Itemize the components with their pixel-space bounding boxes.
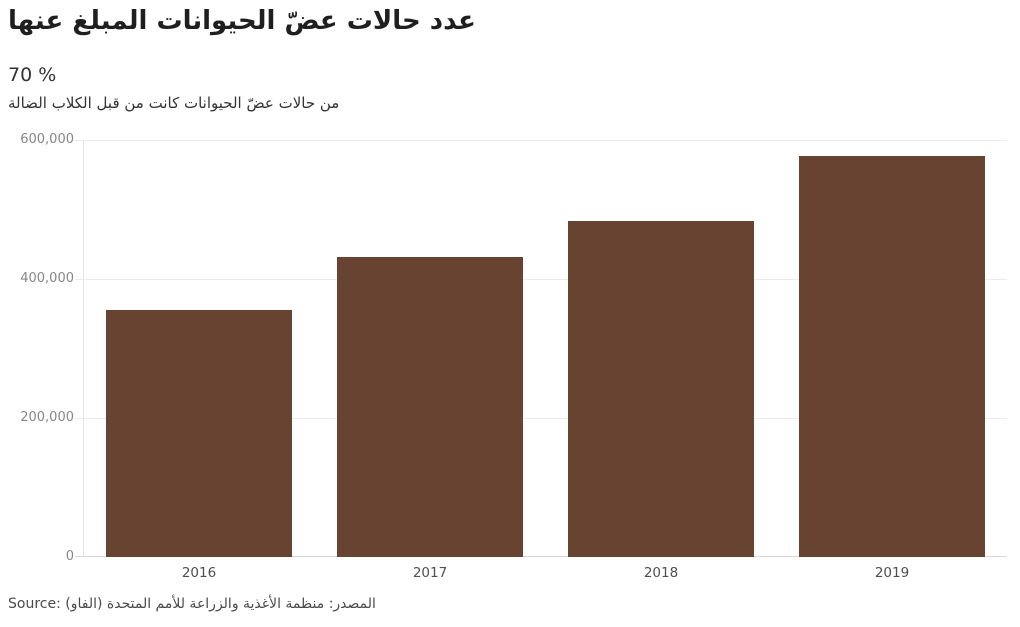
- bar-2017: [337, 257, 523, 557]
- plot-area: [75, 140, 1007, 557]
- bar-2016: [106, 310, 292, 557]
- y-tick-label: 600,000: [20, 132, 74, 147]
- source-note: Source: المصدر: منظمة الأغذية والزراعة ل…: [8, 596, 376, 612]
- bar-2018: [568, 221, 754, 557]
- gridline: [75, 418, 1007, 419]
- x-axis-baseline: [75, 556, 1007, 557]
- big-number: 70 %: [8, 64, 57, 86]
- x-tick-label: 2016: [181, 565, 217, 581]
- gridline: [75, 279, 1007, 280]
- y-axis-labels: 0 200,000 400,000 600,000: [8, 132, 74, 564]
- y-tick-label: 400,000: [20, 271, 74, 286]
- y-tick-label: 200,000: [20, 410, 74, 425]
- gridline: [75, 140, 1007, 141]
- x-tick-label: 2019: [874, 565, 910, 581]
- x-tick-label: 2017: [412, 565, 448, 581]
- y-tick-label: 0: [65, 549, 74, 564]
- chart-title: عدد حالات عضّ الحيوانات المبلغ عنها: [8, 6, 476, 36]
- chart-description: من حالات عضّ الحيوانات كانت من قبل الكلا…: [8, 94, 340, 112]
- x-tick-label: 2018: [643, 565, 679, 581]
- y-axis-line: [83, 140, 84, 557]
- x-axis-labels: 2016 2017 2018 2019: [83, 565, 1007, 585]
- bar-2019: [799, 156, 985, 557]
